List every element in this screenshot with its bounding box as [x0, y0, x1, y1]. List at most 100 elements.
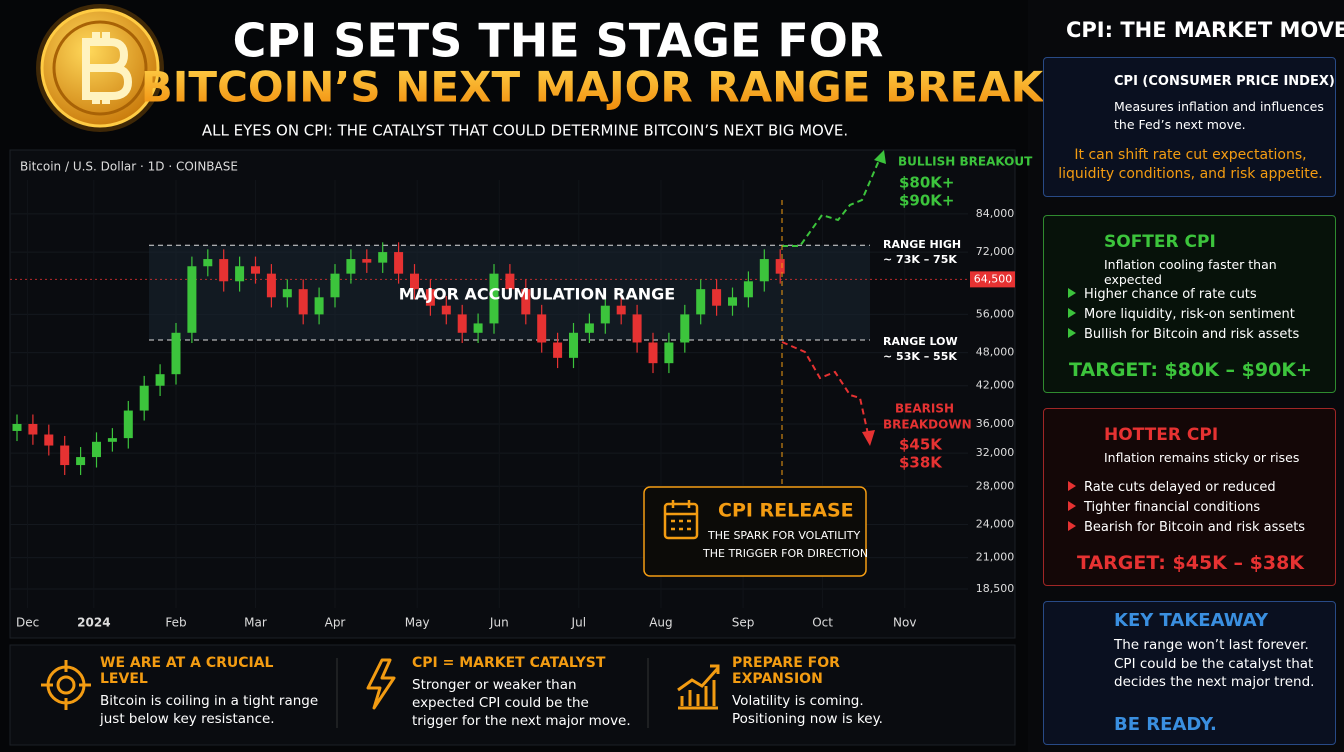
bottom-title: CPI = MARKET CATALYST: [412, 655, 606, 671]
bearish-projection: [781, 341, 869, 435]
range-high-text: ~ 73K – 75K: [883, 253, 957, 266]
bullet: Tighter financial conditions: [1068, 500, 1305, 515]
candle-body: [505, 273, 515, 290]
candle-body: [28, 423, 38, 435]
y-tick-label: 84,000: [976, 207, 1015, 220]
y-tick-label: 32,000: [976, 446, 1015, 459]
hotter-bullets: Rate cuts delayed or reduced Tighter fin…: [1068, 475, 1305, 540]
x-tick-label: Nov: [893, 616, 916, 630]
softer-text: Inflation cooling faster than expected: [1104, 257, 1277, 287]
candle-body: [489, 273, 499, 324]
bullet-text: Bullish for Bitcoin and risk assets: [1084, 327, 1300, 342]
y-tick-label: 24,000: [976, 517, 1015, 530]
candle-body: [155, 374, 165, 386]
candle-body: [219, 259, 229, 282]
candle-body: [139, 385, 149, 411]
bearish-title: BEARISH: [895, 402, 954, 416]
candle-body: [712, 289, 722, 306]
bullish-projection: [782, 157, 881, 247]
candle-body: [584, 323, 594, 333]
candle-body: [696, 289, 706, 315]
softer-card: SOFTER CPI Inflation cooling faster than…: [1043, 215, 1336, 393]
softer-target: TARGET: $80K – $90K+: [1069, 359, 1312, 381]
bullish-arrowhead: [874, 150, 886, 164]
takeaway-cta: BE READY.: [1114, 714, 1217, 735]
y-tick-label: 28,000: [976, 479, 1015, 492]
candle-body: [553, 342, 563, 358]
sidebar-title: CPI: THE MARKET MOVER: [1066, 18, 1344, 42]
candle-body: [441, 305, 451, 315]
range-low-text: ~ 53K – 55K: [883, 350, 957, 363]
range-label: MAJOR ACCUMULATION RANGE: [399, 285, 675, 304]
candle-body: [203, 259, 213, 267]
candle-body: [664, 342, 674, 364]
x-tick-label: Jul: [571, 616, 586, 630]
candle-body: [632, 314, 642, 343]
candle-body: [266, 273, 276, 298]
bottom-text: Bitcoin is coiling in a tight range just…: [100, 693, 319, 727]
candle-body: [569, 332, 578, 358]
cpi-release-box: [643, 486, 867, 577]
takeaway-card: KEY TAKEAWAY The range won’t last foreve…: [1043, 601, 1336, 745]
bottom-title: PREPARE FOR EXPANSION: [732, 655, 840, 687]
candle-body: [314, 297, 324, 315]
cpi-release-line: THE SPARK FOR VOLATILITY: [707, 529, 860, 542]
range-low-title: RANGE LOW: [883, 335, 958, 348]
candle-body: [123, 410, 133, 439]
target-icon: [41, 660, 91, 710]
y-tick-label: 36,000: [976, 417, 1015, 430]
softer-bullets: Higher chance of rate cuts More liquidit…: [1068, 282, 1299, 347]
bitcoin-logo: [36, 4, 164, 132]
softer-title: SOFTER CPI: [1104, 232, 1216, 252]
bullet: More liquidity, risk-on sentiment: [1068, 307, 1299, 322]
x-tick-label: Dec: [16, 616, 39, 630]
bearish-arrowhead: [862, 430, 875, 446]
growth-icon: [677, 664, 720, 710]
candle-body: [473, 323, 483, 333]
title-line2: BITCOIN’S NEXT MAJOR RANGE BREAK: [141, 63, 1045, 112]
candle-body: [44, 434, 54, 446]
candle-body: [298, 289, 308, 315]
y-tick-label: 21,000: [976, 551, 1015, 564]
bullet: Bullish for Bitcoin and risk assets: [1068, 327, 1299, 342]
takeaway-title: KEY TAKEAWAY: [1114, 610, 1269, 631]
y-tick-label: 72,000: [976, 245, 1015, 258]
candle-body: [187, 266, 197, 333]
y-tick-label: 18,500: [976, 582, 1015, 595]
y-tick-label: 42,000: [976, 379, 1015, 392]
bullish-title: BULLISH BREAKOUT: [898, 155, 1033, 169]
bullet: Rate cuts delayed or reduced: [1068, 480, 1305, 495]
cpi-card: CPI (CONSUMER PRICE INDEX) Measures infl…: [1043, 57, 1336, 197]
candle-body: [171, 332, 181, 375]
bullet-text: Tighter financial conditions: [1084, 500, 1261, 515]
title-line1: CPI SETS THE STAGE FOR: [233, 14, 884, 68]
hotter-title: HOTTER CPI: [1104, 425, 1219, 445]
candle-body: [282, 289, 292, 298]
bearish-title: BREAKDOWN: [883, 418, 972, 432]
x-tick-label: Apr: [325, 616, 346, 630]
x-tick-label: Feb: [165, 616, 186, 630]
bottom-item: PREPARE FOR EXPANSION Volatility is comi…: [732, 655, 922, 728]
bullet-text: Rate cuts delayed or reduced: [1084, 480, 1276, 495]
bottom-item: WE ARE AT A CRUCIAL LEVEL Bitcoin is coi…: [100, 655, 325, 728]
candle-body: [394, 252, 404, 274]
chart-title: Bitcoin / U.S. Dollar · 1D · COINBASE: [20, 160, 238, 174]
calendar-icon: [663, 500, 699, 540]
x-tick-label: 2024: [77, 616, 110, 630]
x-tick-label: Oct: [812, 616, 833, 630]
candle-body: [346, 259, 356, 274]
takeaway-text: The range won’t last forever. CPI could …: [1114, 637, 1315, 690]
x-tick-label: Aug: [649, 616, 672, 630]
bottom-text: Stronger or weaker than expected CPI cou…: [412, 677, 631, 729]
candle-body: [600, 305, 610, 324]
candle-body: [537, 314, 547, 343]
current-price-tag: [970, 271, 1015, 288]
candle-body: [410, 273, 419, 290]
bearish-target: $45K: [899, 436, 943, 454]
candle-body: [235, 266, 245, 282]
range-high-title: RANGE HIGH: [883, 238, 961, 251]
candle-body: [60, 445, 70, 466]
candle-body: [251, 266, 260, 274]
hotter-target: TARGET: $45K – $38K: [1076, 552, 1305, 574]
lightning-icon: [366, 658, 396, 710]
